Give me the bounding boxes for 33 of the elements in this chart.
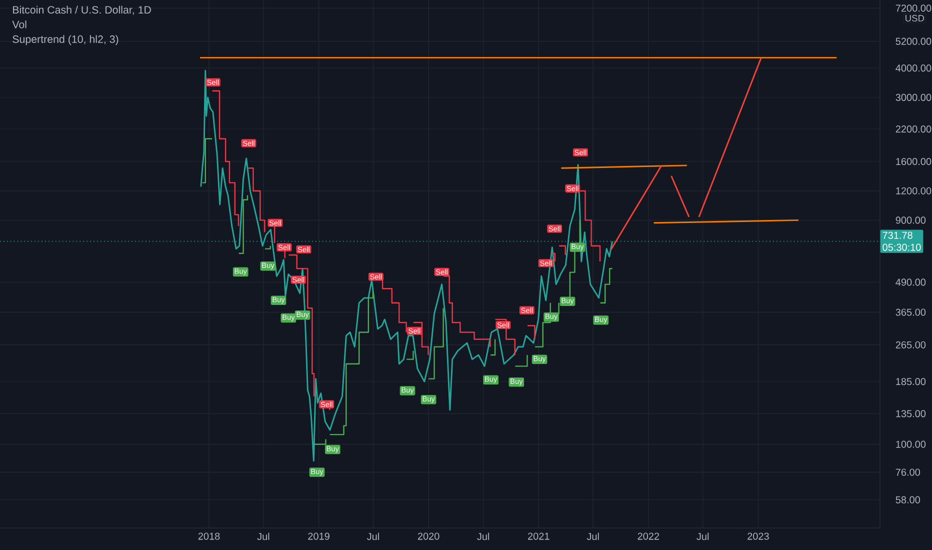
y-tick-label: 490.00 bbox=[896, 278, 926, 286]
y-tick-label: 135.00 bbox=[896, 410, 926, 418]
chart-title: Bitcoin Cash / U.S. Dollar, 1D bbox=[13, 6, 151, 15]
annotation: Vol bbox=[12, 20, 26, 28]
y-tick-label: 4000.00 bbox=[896, 64, 932, 72]
y-tick-label: 100.00 bbox=[896, 440, 926, 448]
y-tick-label: 365.00 bbox=[896, 308, 926, 316]
x-tick-label: 2021 bbox=[528, 532, 550, 540]
ref-line-label: 731.78 bbox=[882, 232, 912, 239]
x-tick-label: 2020 bbox=[418, 532, 440, 540]
y-tick-label: 265.00 bbox=[896, 341, 926, 348]
x-tick-label: Jul bbox=[586, 532, 599, 540]
y-tick-label: 5200.00 bbox=[896, 38, 932, 45]
x-tick-label: Jul bbox=[257, 532, 270, 540]
y-tick-label: 3000.00 bbox=[896, 94, 932, 101]
x-tick-label: Jul bbox=[696, 532, 709, 540]
x-tick-label: 2023 bbox=[748, 532, 769, 540]
x-tick-label: 2019 bbox=[308, 532, 330, 540]
text: USD bbox=[906, 14, 924, 22]
y-tick-label: 1200.00 bbox=[896, 187, 932, 194]
x-tick-label: 2018 bbox=[198, 532, 220, 540]
y-tick-label: 185.00 bbox=[896, 378, 926, 386]
text: 05:30:10 bbox=[882, 244, 921, 251]
x-tick-label: Jul bbox=[366, 532, 379, 540]
y-tick-label: 900.00 bbox=[896, 216, 926, 224]
annotation: Supertrend (10, hl2, 3) bbox=[12, 35, 118, 46]
y-tick-label: 76.00 bbox=[896, 468, 920, 476]
x-tick-label: 2022 bbox=[638, 532, 660, 540]
y-tick-label: 1600.00 bbox=[896, 158, 932, 166]
y-tick-label: 58.00 bbox=[896, 496, 920, 504]
x-tick-label: Jul bbox=[477, 532, 490, 540]
y-tick-label: 7200.00 bbox=[896, 4, 932, 12]
y-tick-label: 2200.00 bbox=[896, 126, 932, 133]
